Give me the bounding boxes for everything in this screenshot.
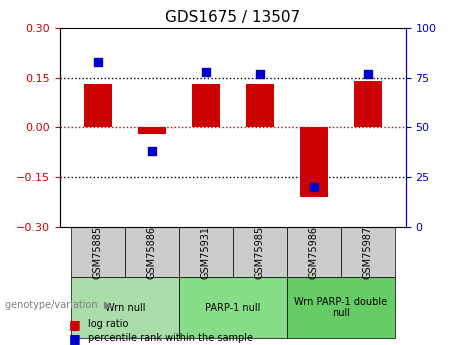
Point xyxy=(94,59,101,64)
FancyBboxPatch shape xyxy=(287,227,341,277)
Point xyxy=(202,69,209,74)
Bar xyxy=(137,127,166,134)
Title: GDS1675 / 13507: GDS1675 / 13507 xyxy=(165,10,301,25)
Text: GSM75987: GSM75987 xyxy=(363,226,373,279)
Point xyxy=(310,185,318,190)
Bar xyxy=(246,84,274,127)
Text: PARP-1 null: PARP-1 null xyxy=(205,303,260,313)
FancyBboxPatch shape xyxy=(341,227,395,277)
Text: percentile rank within the sample: percentile rank within the sample xyxy=(88,333,253,343)
FancyBboxPatch shape xyxy=(179,227,233,277)
Point xyxy=(256,71,264,76)
Text: Wrn PARP-1 double
null: Wrn PARP-1 double null xyxy=(294,297,387,318)
Text: GSM75985: GSM75985 xyxy=(255,226,265,279)
Bar xyxy=(300,127,328,197)
Text: genotype/variation  ▶: genotype/variation ▶ xyxy=(5,300,111,310)
Text: log ratio: log ratio xyxy=(88,319,128,329)
Point xyxy=(364,71,372,76)
Bar xyxy=(83,84,112,127)
FancyBboxPatch shape xyxy=(233,227,287,277)
FancyBboxPatch shape xyxy=(71,277,179,338)
Text: ■: ■ xyxy=(69,332,81,345)
FancyBboxPatch shape xyxy=(287,277,395,338)
Text: GSM75885: GSM75885 xyxy=(93,226,103,279)
FancyBboxPatch shape xyxy=(71,227,125,277)
Bar xyxy=(354,81,382,127)
Text: GSM75931: GSM75931 xyxy=(201,226,211,279)
Text: Wrn null: Wrn null xyxy=(105,303,145,313)
FancyBboxPatch shape xyxy=(125,227,179,277)
Text: GSM75986: GSM75986 xyxy=(309,226,319,279)
Text: GSM75886: GSM75886 xyxy=(147,226,157,279)
Text: ■: ■ xyxy=(69,318,81,331)
Bar xyxy=(192,84,220,127)
Point xyxy=(148,149,155,154)
FancyBboxPatch shape xyxy=(179,277,287,338)
